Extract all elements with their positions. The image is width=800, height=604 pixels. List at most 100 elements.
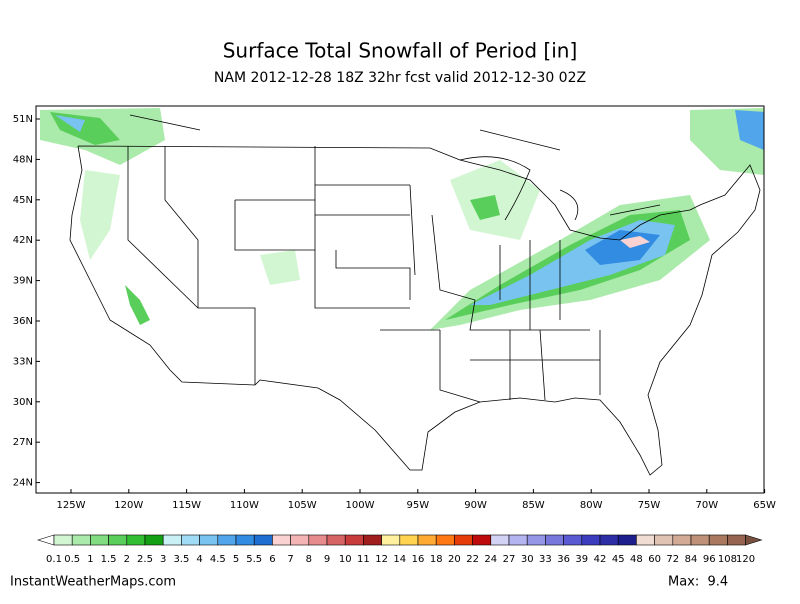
colorbar-box: [545, 534, 564, 546]
map: 51N 48N 45N 42N 39N 36N 33N 30N 27N 24N 125W 120W 11…: [13, 105, 776, 511]
lon-label: 125W: [57, 500, 86, 511]
colorbar-label: 42: [594, 554, 607, 565]
colorbar-label: 9: [324, 554, 330, 565]
colorbar-label: 4.5: [210, 554, 226, 565]
colorbar-label: 1.5: [101, 554, 117, 565]
colorbar: 0.1 0.5 1 1.5 2 2.5 3 3.5 4 4.5 5 5.5 6 7 8 9 10 11 12 14 16…: [36, 534, 763, 565]
colorbar-box: [617, 534, 637, 546]
colorbar-box: [326, 534, 346, 546]
source: InstantWeatherMaps.com: [10, 575, 176, 590]
lat-label: 51N: [13, 114, 33, 125]
colorbar-box: [654, 534, 674, 546]
colorbar-start: [36, 534, 55, 546]
colorbar-label: 36: [557, 554, 570, 565]
colorbar-box: [71, 534, 91, 546]
colorbar-box: [217, 534, 237, 546]
colorbar-label: 0.5: [64, 554, 80, 565]
colorbar-box: [272, 534, 291, 546]
colorbar-box: [53, 534, 73, 546]
colorbar-label: 7: [287, 554, 293, 565]
lon-label: 65W: [753, 500, 776, 511]
colorbar-label: 27: [503, 554, 516, 565]
colorbar-box: [126, 534, 146, 546]
lon-label: 100W: [346, 500, 375, 511]
lon-label: 95W: [406, 500, 429, 511]
colorbar-box: [290, 534, 310, 546]
colorbar-label: 2.5: [137, 554, 153, 565]
subtitle: NAM 2012-12-28 18Z 32hr fcst valid 2012-…: [214, 70, 586, 86]
colorbar-label: 16: [412, 554, 425, 565]
lon-label: 120W: [114, 500, 143, 511]
lat-label: 24N: [13, 478, 33, 489]
colorbar-box: [581, 534, 601, 546]
colorbar-label: 33: [539, 554, 552, 565]
lon-label: 75W: [638, 500, 661, 511]
colorbar-label: 3: [160, 554, 166, 565]
colorbar-label: 14: [393, 554, 406, 565]
colorbar-label: 60: [648, 554, 661, 565]
colorbar-box: [399, 534, 419, 546]
colorbar-label: 5: [233, 554, 239, 565]
colorbar-label: 8: [306, 554, 312, 565]
colorbar-box: [181, 534, 200, 546]
lat-label: 36N: [13, 316, 33, 327]
colorbar-label: 30: [521, 554, 534, 565]
colorbar-box: [417, 534, 437, 546]
colorbar-label: 11: [357, 554, 370, 565]
colorbar-box: [454, 534, 473, 546]
colorbar-label: 0.1: [46, 554, 62, 565]
map-frame: [36, 106, 764, 493]
colorbar-label: 1: [87, 554, 93, 565]
colorbar-box: [672, 534, 692, 546]
colorbar-box: [599, 534, 619, 546]
colorbar-box: [472, 534, 492, 546]
colorbar-label: 48: [630, 554, 643, 565]
lon-label: 90W: [464, 500, 487, 511]
colorbar-label: 22: [466, 554, 479, 565]
colorbar-box: [381, 534, 401, 546]
colorbar-box: [199, 534, 219, 546]
colorbar-label: 108: [718, 554, 737, 565]
colorbar-label: 4: [196, 554, 202, 565]
map-border: [35, 105, 765, 494]
colorbar-label: 12: [375, 554, 388, 565]
lat-label: 45N: [13, 195, 33, 206]
colorbar-box: [508, 534, 528, 546]
colorbar-label: 96: [703, 554, 716, 565]
colorbar-box: [308, 534, 328, 546]
max-value: Max: 9.4: [668, 575, 728, 590]
colorbar-box: [708, 534, 728, 546]
colorbar-label: 39: [575, 554, 588, 565]
colorbar-box: [435, 534, 455, 546]
colorbar-box: [162, 534, 182, 546]
borders: [69, 114, 761, 476]
colorbar-box: [90, 534, 109, 546]
lat-label: 30N: [13, 397, 33, 408]
lon-label: 105W: [288, 500, 317, 511]
snowfall: [40, 108, 764, 330]
colorbar-box: [235, 534, 255, 546]
colorbar-label: 18: [430, 554, 443, 565]
colorbar-label: 6: [269, 554, 275, 565]
lat-label: 42N: [13, 235, 33, 246]
lon-label: 70W: [695, 500, 718, 511]
colorbar-label: 72: [666, 554, 679, 565]
colorbar-box: [108, 534, 128, 546]
colorbar-box: [253, 534, 273, 546]
colorbar-label: 20: [448, 554, 461, 565]
title: Surface Total Snowfall of Period [in]: [223, 39, 578, 63]
colorbar-label: 84: [685, 554, 698, 565]
colorbar-label: 24: [484, 554, 497, 565]
colorbar-box: [636, 534, 655, 546]
lon-label: 110W: [230, 500, 259, 511]
colorbar-box: [690, 534, 710, 546]
colorbar-label: 120: [736, 554, 755, 565]
colorbar-box: [526, 534, 546, 546]
colorbar-box: [344, 534, 364, 546]
lon-label: 85W: [522, 500, 545, 511]
colorbar-label: 2: [124, 554, 130, 565]
lon-label: 80W: [580, 500, 603, 511]
colorbar-box: [144, 534, 164, 546]
colorbar-label: 5.5: [246, 554, 262, 565]
